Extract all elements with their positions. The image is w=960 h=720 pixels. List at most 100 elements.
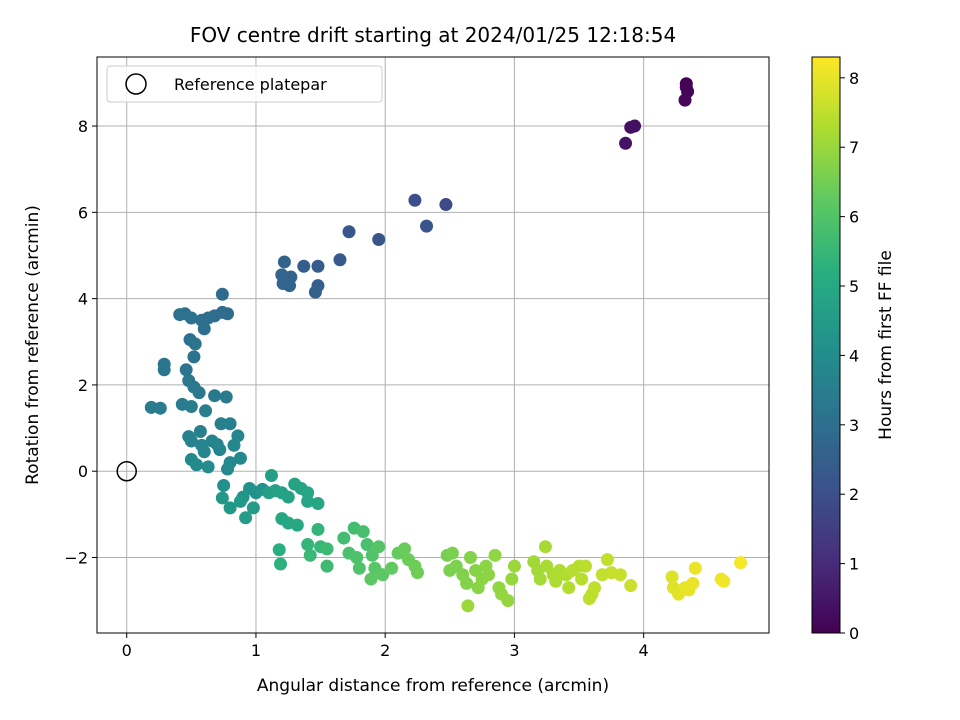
x-tick-label: 3	[509, 641, 519, 660]
data-point	[274, 557, 288, 571]
data-point	[264, 469, 278, 483]
data-point	[214, 417, 228, 431]
data-point	[342, 225, 356, 239]
legend: Reference platepar	[106, 65, 383, 103]
data-point	[277, 255, 291, 269]
data-point	[303, 548, 317, 562]
data-point	[352, 561, 366, 575]
data-point	[385, 561, 399, 575]
data-point	[337, 531, 351, 545]
data-point	[192, 386, 206, 400]
data-point	[193, 425, 207, 439]
data-point	[320, 559, 334, 573]
data-point	[153, 401, 167, 415]
data-point	[227, 438, 241, 452]
colorbar: 0 1 2 3 4 5 6 7 8 Hours from first FF file	[811, 56, 896, 643]
data-point	[624, 120, 638, 134]
data-point	[187, 350, 201, 364]
data-point	[297, 259, 311, 273]
y-tick-label: 0	[78, 462, 88, 481]
data-point	[678, 93, 692, 107]
legend-box	[106, 65, 383, 103]
data-point	[372, 540, 386, 554]
y-axis-label: Rotation from reference (arcmin)	[23, 205, 43, 485]
data-point	[311, 522, 325, 536]
data-point	[301, 538, 315, 552]
data-point	[190, 458, 204, 472]
reference-marker	[116, 460, 137, 482]
data-point	[482, 568, 496, 582]
x-tick-label: 4	[639, 641, 649, 660]
data-point	[272, 543, 286, 557]
colorbar-tick-label: 1	[849, 555, 859, 574]
data-point	[505, 572, 519, 586]
data-point	[199, 404, 213, 418]
data-point	[221, 462, 235, 476]
colorbar-tick-label: 2	[849, 485, 859, 504]
data-point	[734, 556, 748, 570]
x-axis-ticks: 0 1 2 3 4	[122, 633, 649, 660]
y-axis-ticks: −2 0 2 4 6 8	[64, 117, 97, 567]
data-point	[233, 494, 247, 508]
data-point	[408, 193, 422, 207]
data-point	[184, 311, 198, 325]
data-point	[239, 511, 253, 525]
data-point	[311, 259, 325, 273]
data-point	[201, 460, 215, 474]
data-point	[219, 390, 233, 404]
data-point	[613, 568, 627, 582]
colorbar-gradient	[811, 56, 841, 634]
data-point	[372, 233, 386, 247]
data-point	[420, 219, 434, 233]
data-point	[184, 399, 198, 413]
data-point	[398, 542, 412, 556]
data-point	[460, 576, 474, 590]
scatter-points	[144, 77, 748, 613]
data-point	[223, 417, 237, 431]
data-point	[688, 561, 702, 575]
data-point	[356, 525, 370, 539]
data-point	[538, 540, 552, 554]
x-tick-label: 1	[251, 641, 261, 660]
data-point	[488, 548, 502, 562]
data-point	[364, 572, 378, 586]
data-point	[376, 568, 390, 582]
data-point	[320, 542, 334, 556]
colorbar-tick-label: 0	[849, 624, 859, 643]
data-point	[223, 501, 237, 515]
legend-marker	[125, 73, 147, 95]
data-point	[686, 576, 700, 590]
x-tick-label: 2	[380, 641, 390, 660]
data-point	[619, 136, 633, 150]
colorbar-label: Hours from first FF file	[876, 250, 896, 440]
data-point	[188, 337, 202, 351]
x-axis-label: Angular distance from reference (arcmin)	[257, 676, 609, 696]
data-point	[208, 389, 222, 403]
colorbar-tick-label: 4	[849, 346, 859, 365]
data-point	[575, 572, 589, 586]
data-point	[215, 287, 229, 301]
data-point	[507, 559, 521, 573]
data-point	[717, 574, 731, 588]
colorbar-tick-label: 6	[849, 208, 859, 227]
data-point	[410, 566, 424, 580]
data-point	[213, 443, 227, 457]
data-point	[246, 501, 260, 515]
y-tick-label: 2	[78, 376, 88, 395]
y-tick-label: 8	[78, 117, 88, 136]
data-point	[311, 497, 325, 511]
data-point	[217, 478, 231, 492]
data-point	[588, 581, 602, 595]
data-point	[157, 363, 171, 377]
colorbar-tick-label: 5	[849, 277, 859, 296]
x-tick-label: 0	[122, 641, 132, 660]
data-point	[184, 434, 198, 448]
data-point	[281, 490, 295, 504]
data-point	[233, 451, 247, 465]
data-point	[624, 579, 638, 593]
data-point	[582, 591, 596, 605]
data-point	[290, 518, 304, 532]
data-point	[197, 445, 211, 459]
data-point	[445, 546, 459, 560]
y-tick-label: −2	[64, 548, 88, 567]
